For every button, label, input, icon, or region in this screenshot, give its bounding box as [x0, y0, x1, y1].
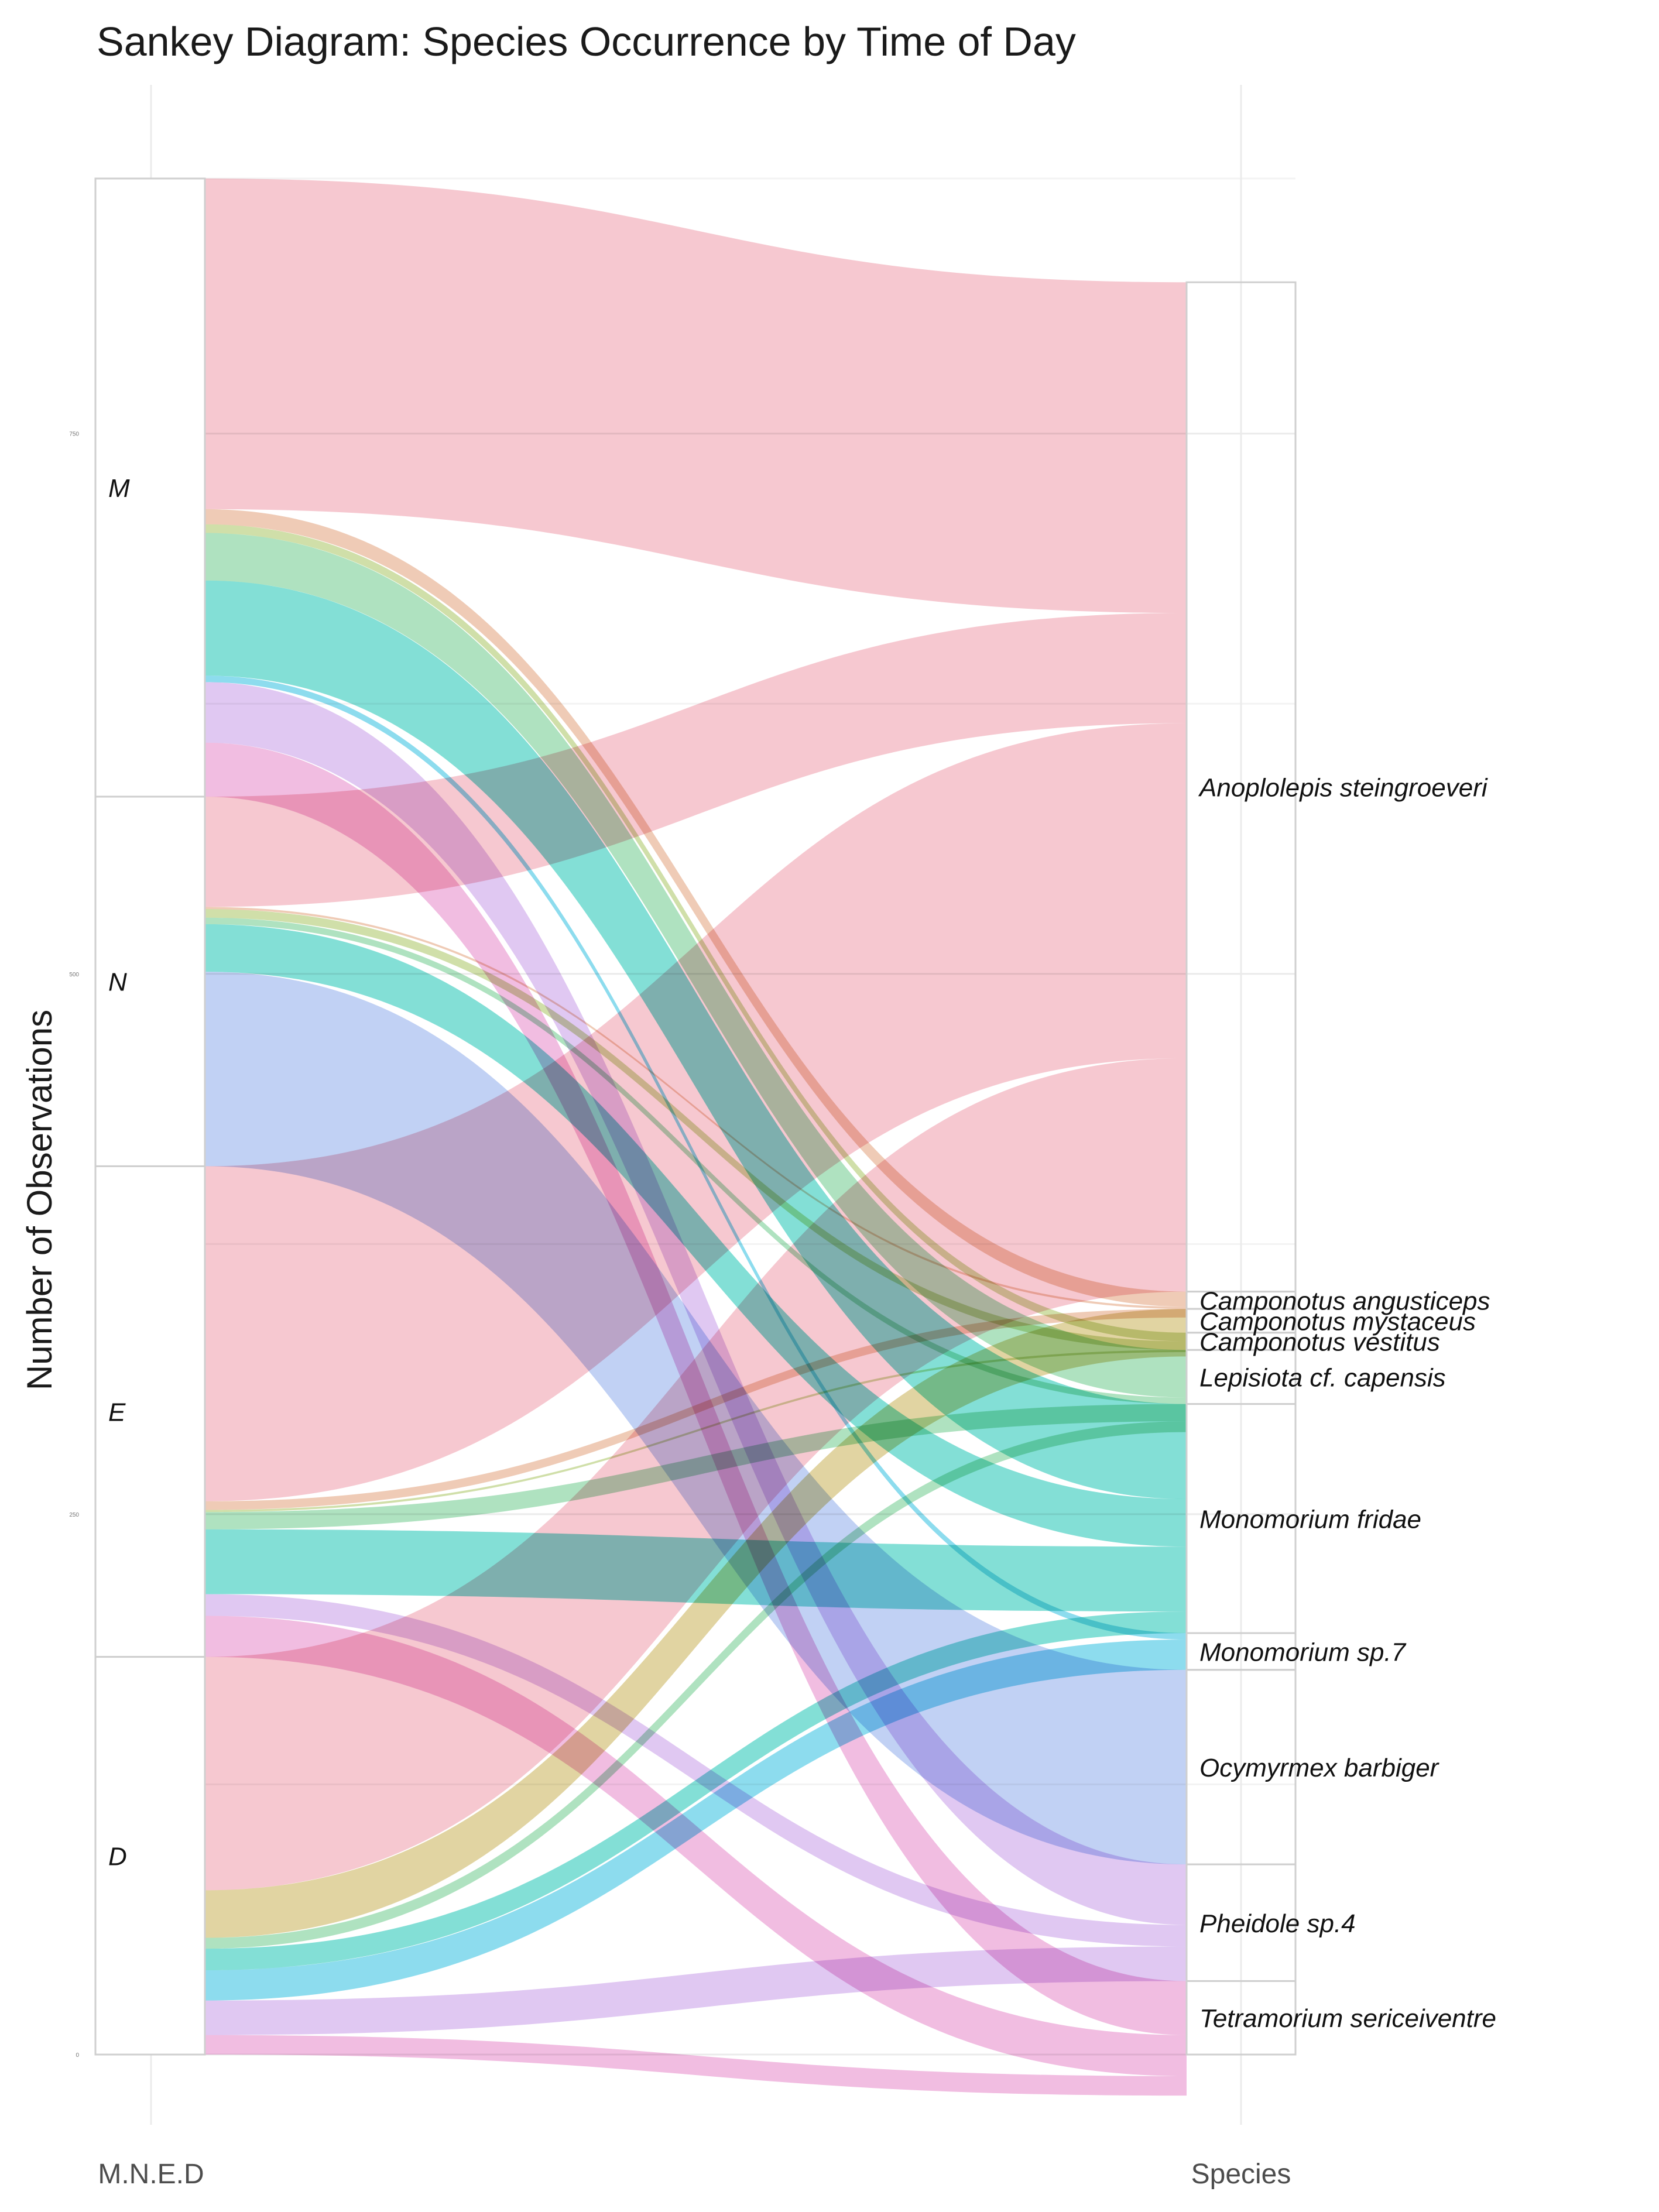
- target-node-label-tetramorium-sericeiventre: Tetramorium sericeiventre: [1199, 2004, 1496, 2033]
- flow-d-to-lepisiota-cf-capensis: [205, 1421, 1187, 1949]
- flow-m-to-camponotus-angusticeps: [205, 509, 1187, 1307]
- source-node-label-m: M: [108, 474, 130, 503]
- source-node-n: [94, 795, 206, 1167]
- flow-e-to-pheidole-sp-4: [205, 1594, 1187, 1947]
- nodes: M N E D Anoplolepis steingroeveri Camponotus …: [94, 177, 1496, 2056]
- flow-d-to-monomorium-sp-7: [205, 1640, 1187, 2001]
- flow-m-to-camponotus-vestitus: [205, 524, 1187, 1342]
- y-axis-ticks: 0 250 500 750: [69, 431, 79, 2059]
- flow-d-to-anoplolepis-steingroeveri: [205, 1058, 1187, 1891]
- y-tick-label-250: 250: [69, 1512, 79, 1518]
- flow-d-to-camponotus-mystaceus: [205, 1309, 1187, 1938]
- target-node-label-pheidole-sp-4: Pheidole sp.4: [1199, 1909, 1356, 1938]
- flows: [205, 179, 1187, 2096]
- source-node-d: [94, 1656, 206, 2056]
- source-node-label-d: D: [108, 1842, 127, 1871]
- chart-title: Sankey Diagram: Species Occurrence by Ti…: [97, 19, 1076, 64]
- flow-d-to-tetramorium-sericeiventre: [205, 2035, 1187, 2096]
- flow-e-to-tetramorium-sericeiventre: [205, 1616, 1187, 2076]
- target-node-label-anoplolepis-steingroeveri: Anoplolepis steingroeveri: [1198, 773, 1488, 802]
- x-axis-label-source: M.N.E.D: [98, 2159, 204, 2190]
- target-node-label-ocymyrmex-barbiger: Ocymyrmex barbiger: [1199, 1754, 1440, 1782]
- y-tick-label-0: 0: [76, 2052, 79, 2059]
- target-node-label-monomorium-fridae: Monomorium fridae: [1199, 1505, 1421, 1534]
- target-node-tetramorium-sericeiventre: [1185, 1980, 1297, 2056]
- target-node-label-camponotus-angusticeps: Camponotus angusticeps: [1199, 1287, 1490, 1315]
- y-tick-label-750: 750: [69, 431, 79, 438]
- flow-e-to-anoplolepis-steingroeveri: [205, 723, 1187, 1501]
- flow-n-to-anoplolepis-steingroeveri: [205, 613, 1187, 907]
- source-node-label-e: E: [108, 1398, 126, 1427]
- target-node-label-camponotus-mystaceus: Camponotus mystaceus: [1199, 1307, 1476, 1336]
- target-node-label-camponotus-vestitus: Camponotus vestitus: [1199, 1328, 1440, 1357]
- target-node-label-monomorium-sp-7: Monomorium sp.7: [1199, 1638, 1407, 1666]
- flow-d-to-monomorium-fridae: [205, 1611, 1187, 1970]
- flow-m-to-pheidole-sp-4: [205, 682, 1187, 1925]
- flow-d-to-pheidole-sp-4: [205, 1946, 1187, 2035]
- target-node-label-lepisiota-cf-capensis: Lepisiota cf. capensis: [1199, 1363, 1446, 1392]
- x-axis-label-target: Species: [1191, 2159, 1291, 2190]
- source-node-m: [94, 177, 206, 798]
- flow-m-to-anoplolepis-steingroeveri: [205, 179, 1187, 613]
- source-node-label-n: N: [108, 968, 127, 997]
- source-node-e: [94, 1165, 206, 1658]
- y-tick-label-500: 500: [69, 972, 79, 978]
- y-axis-label: Number of Observations: [20, 1010, 59, 1390]
